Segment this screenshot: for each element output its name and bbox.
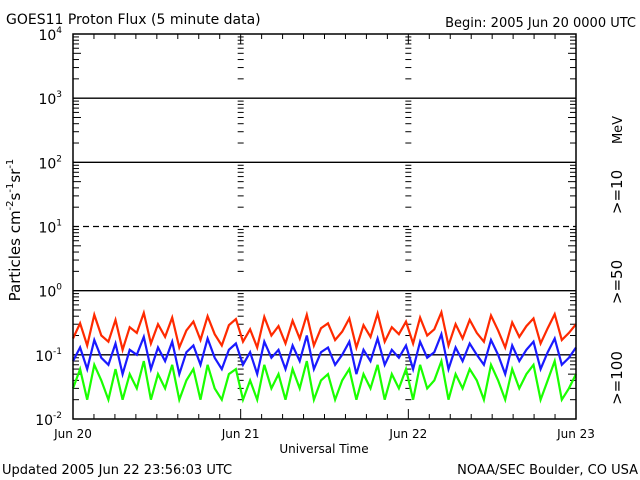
x-tick-label: Jun 22 [388,427,427,441]
y-tick-label: 10-2 [35,411,62,429]
y-tick-label: 103 [38,90,62,108]
begin-time: Begin: 2005 Jun 20 0000 UTC [445,16,636,31]
grid-lines [73,97,576,356]
series-line-2 [71,356,577,404]
series-line-0 [72,308,577,354]
y-tick-label: 101 [38,219,62,237]
series-line-1 [72,330,577,379]
unit-label: MeV [611,116,626,144]
x-axis-label: Universal Time [279,442,368,456]
y-tick-label: 104 [38,26,62,44]
y-axis-label: Particles cm-2s-1sr-1 [5,159,24,302]
series-group [71,308,577,404]
legend-ge50: >=50 [608,260,626,304]
x-tick-label: Jun 23 [556,427,595,441]
x-tick-label: Jun 21 [221,427,260,441]
legend-ge10: >=10 [608,170,626,214]
x-tick-labels: Jun 20 Jun 21 Jun 22 Jun 23 [53,427,595,441]
x-tick-label: Jun 20 [53,427,92,441]
legend-ge100: >=100 [608,351,626,405]
y-tick-label: 102 [38,154,62,172]
source-credit: NOAA/SEC Boulder, CO USA [457,463,638,478]
y-tick-label: 10-1 [35,347,62,365]
y-tick-label: 100 [38,283,62,301]
y-tick-labels: 104 103 102 101 100 10-1 10-2 [35,26,62,429]
plot-frame [72,33,577,420]
updated-time: Updated 2005 Jun 22 23:56:03 UTC [2,463,232,478]
chart-title: GOES11 Proton Flux (5 minute data) [6,12,261,28]
